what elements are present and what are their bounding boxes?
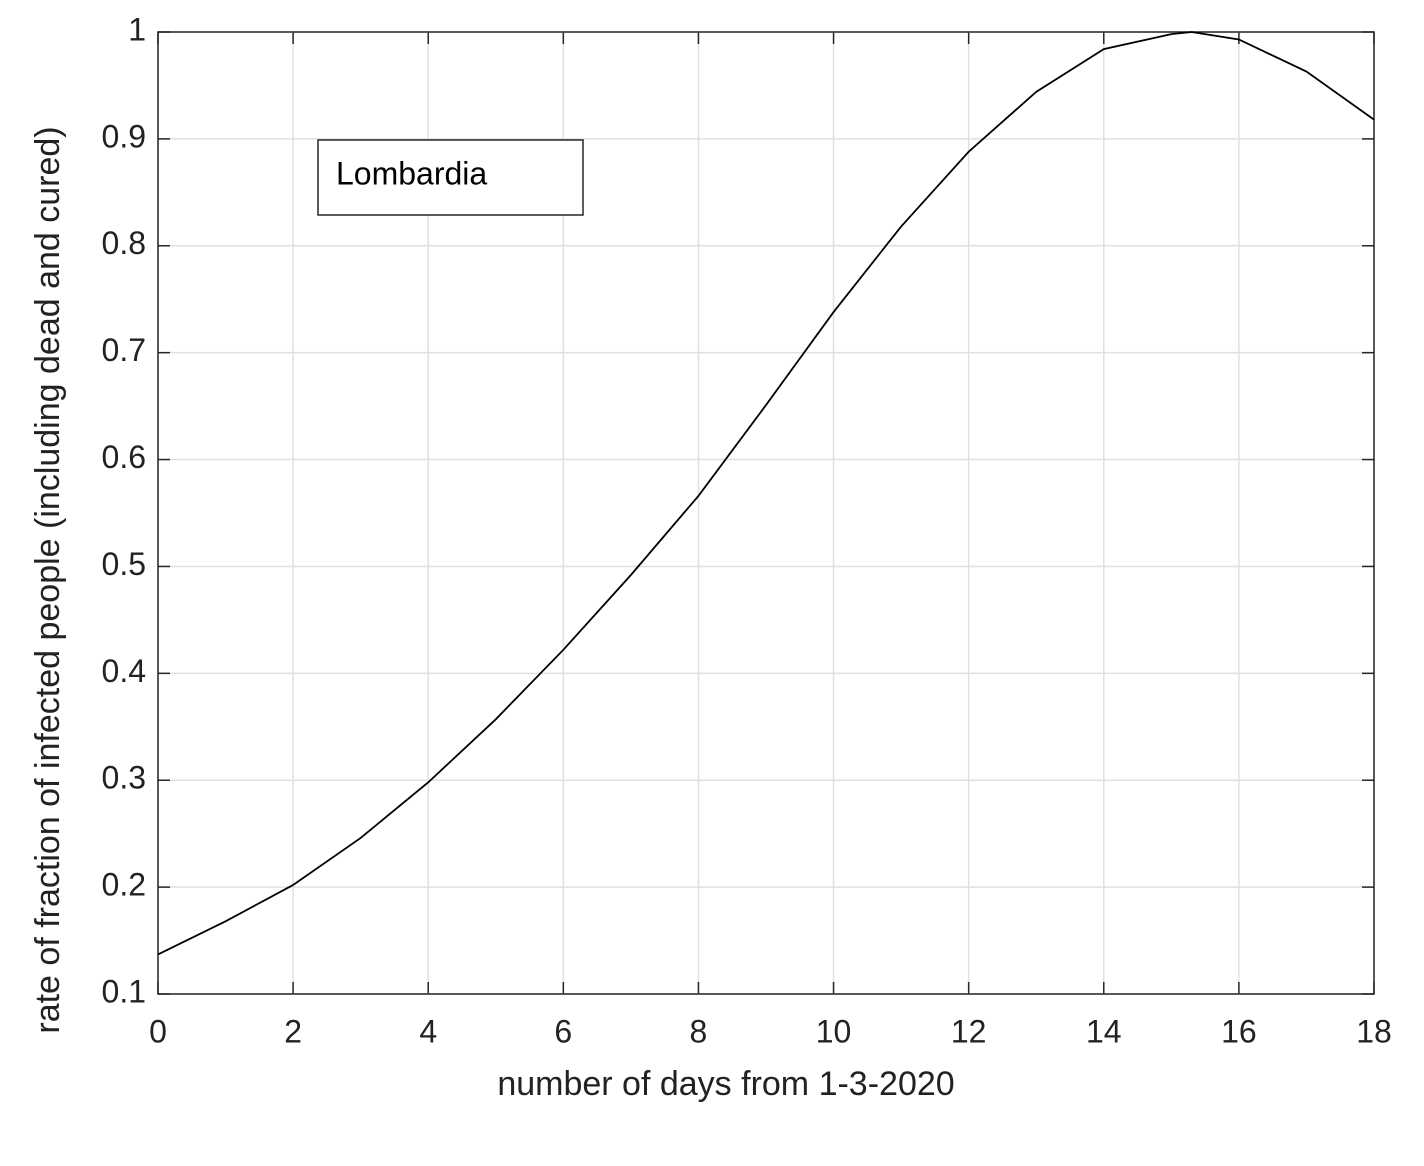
x-tick-label: 18 (1356, 1013, 1392, 1049)
legend-box (317, 139, 584, 216)
x-tick-label: 4 (419, 1013, 437, 1049)
x-tick-label: 6 (554, 1013, 572, 1049)
x-tick-label: 8 (690, 1013, 708, 1049)
y-tick-label: 1 (128, 11, 146, 47)
x-tick-label: 12 (951, 1013, 987, 1049)
x-tick-label: 10 (816, 1013, 852, 1049)
y-tick-label: 0.2 (102, 867, 146, 903)
y-tick-label: 0.5 (102, 546, 146, 582)
x-tick-label: 14 (1086, 1013, 1122, 1049)
y-tick-label: 0.6 (102, 439, 146, 475)
y-tick-label: 0.3 (102, 760, 146, 796)
x-tick-label: 16 (1221, 1013, 1257, 1049)
x-axis-label: number of days from 1-3-2020 (497, 1065, 954, 1103)
legend-entry: Lombardia (336, 155, 487, 191)
plot-frame (157, 31, 1375, 995)
y-tick-label: 0.9 (102, 118, 146, 154)
y-tick-label: 0.1 (102, 973, 146, 1009)
y-tick-label: 0.7 (102, 332, 146, 368)
y-tick-label: 0.4 (102, 653, 146, 689)
data-line (157, 31, 1375, 956)
y-axis-label: rate of fraction of infected people (inc… (29, 126, 67, 1033)
x-tick-label: 0 (149, 1013, 167, 1049)
y-tick-label: 0.8 (102, 225, 146, 261)
x-tick-label: 2 (284, 1013, 302, 1049)
